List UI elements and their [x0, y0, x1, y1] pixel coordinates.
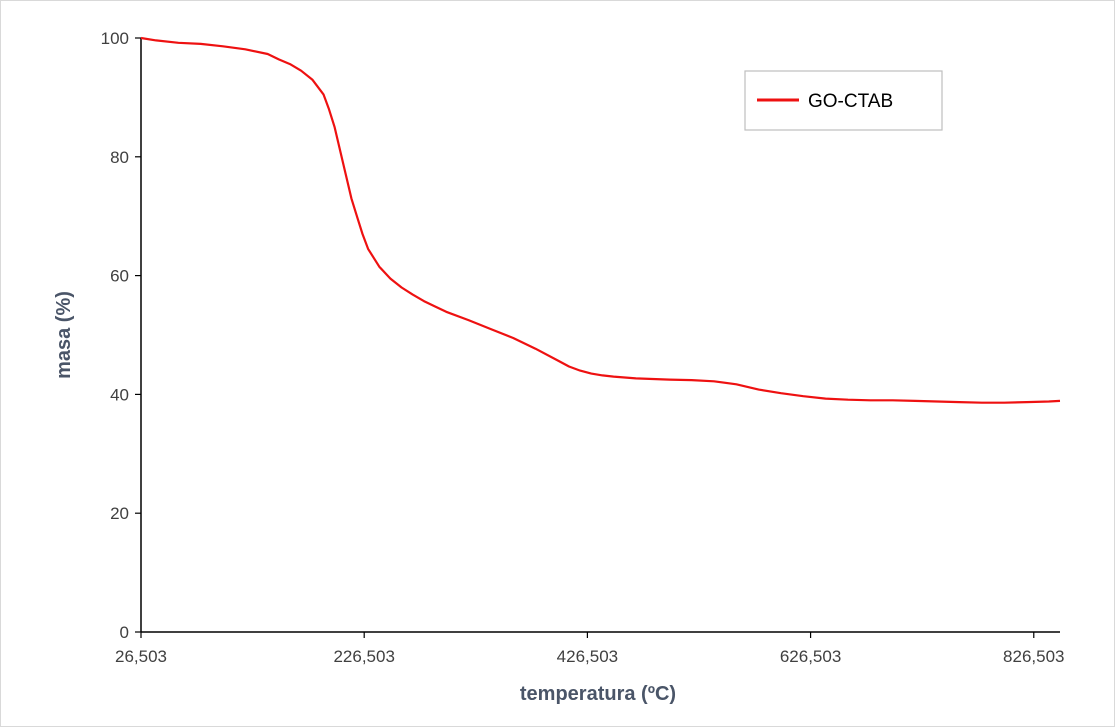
series-line-go-ctab [140, 36, 1061, 404]
y-tick-label: 60 [110, 267, 129, 286]
x-tick-label: 626,503 [780, 647, 841, 666]
y-tick-label: 40 [110, 385, 129, 404]
x-axis-title: temperatura (ºC) [520, 683, 676, 705]
y-tick-label: 0 [120, 623, 129, 642]
x-tick-label: 426,503 [557, 647, 618, 666]
x-tick-label: 826,503 [1003, 647, 1064, 666]
x-ticks: 26,503 226,503 426,503 626,503 826,503 [115, 632, 1065, 666]
axes [140, 38, 1060, 633]
legend-label-go-ctab: GO-CTAB [808, 91, 893, 112]
y-ticks: 0 20 40 60 80 100 [101, 29, 141, 642]
y-tick-label: 20 [110, 504, 129, 523]
x-tick-label: 26,503 [115, 647, 167, 666]
y-tick-label: 100 [101, 29, 129, 48]
x-tick-label: 226,503 [333, 647, 394, 666]
legend: GO-CTAB [744, 70, 943, 131]
series-layer [140, 36, 1061, 404]
y-axis-title: masa (%) [53, 291, 75, 379]
y-tick-label: 80 [110, 148, 129, 167]
